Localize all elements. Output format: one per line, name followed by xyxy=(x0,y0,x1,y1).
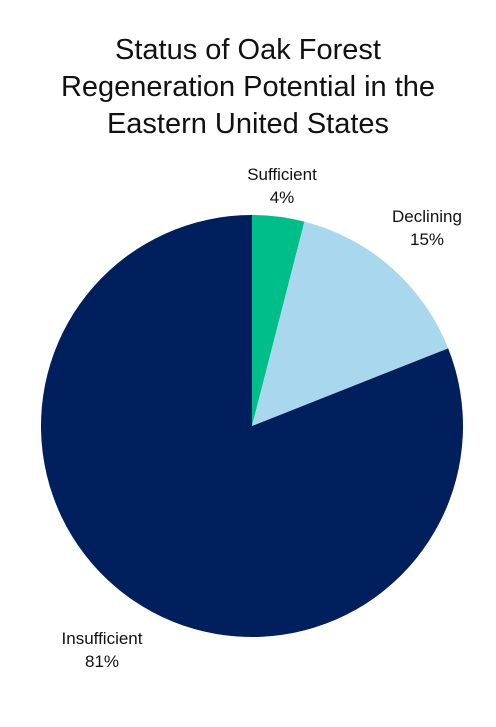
chart-title-line-1: Status of Oak Forest xyxy=(115,34,381,66)
pie-slices xyxy=(40,215,463,637)
slice-labels: Sufficient 4% Declining 15% Insufficient 81% xyxy=(62,165,462,671)
pie-slice-sufficient xyxy=(252,215,305,426)
chart-title-line-3: Eastern United States xyxy=(106,108,390,140)
slice-name-sufficient: Sufficient xyxy=(247,165,317,184)
slice-value-sufficient: 4% xyxy=(270,188,295,207)
chart-title-line-2: Regeneration Potential in the xyxy=(60,71,436,103)
slice-name-insufficient: Insufficient xyxy=(62,629,143,648)
pie-slice-insufficient xyxy=(40,215,463,637)
slice-label-sufficient: Sufficient 4% xyxy=(247,165,317,207)
chart-title: Status of Oak Forest Regeneration Potent… xyxy=(0,32,496,143)
slice-value-declining: 15% xyxy=(410,230,444,249)
slice-value-insufficient: 81% xyxy=(85,652,119,671)
slice-label-insufficient: Insufficient 81% xyxy=(62,629,143,671)
pie-slice-declining xyxy=(252,221,449,426)
slice-label-declining: Declining 15% xyxy=(392,207,462,249)
slice-name-declining: Declining xyxy=(392,207,462,226)
